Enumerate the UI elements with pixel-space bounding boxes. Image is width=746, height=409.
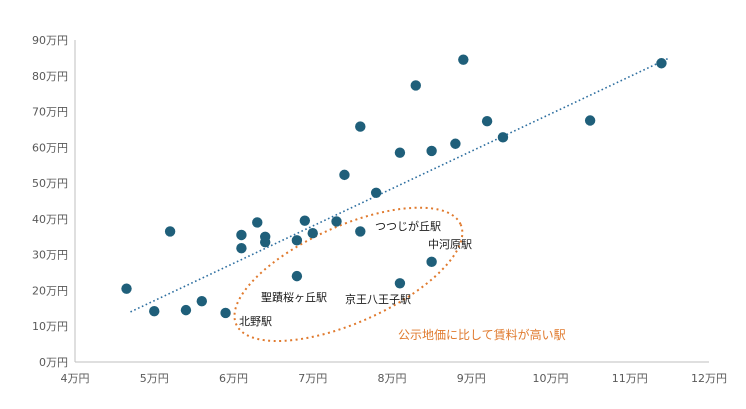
data-point <box>355 226 366 237</box>
x-tick-label: 4万円 <box>61 372 90 385</box>
y-tick-label: 50万円 <box>32 177 68 190</box>
y-tick-label: 40万円 <box>32 213 68 226</box>
data-point <box>291 235 303 246</box>
chart-axes <box>74 40 709 363</box>
data-point <box>394 147 406 158</box>
data-point <box>121 283 132 294</box>
data-point <box>370 187 382 198</box>
data-point <box>410 80 421 91</box>
y-tick-label: 90万円 <box>32 34 68 47</box>
data-point <box>196 295 207 307</box>
data-point <box>291 270 303 282</box>
annotation-tsutsujigaoka: つつじが丘駅 <box>375 219 441 233</box>
x-tick-label: 6万円 <box>219 372 248 385</box>
y-tick-label: 80万円 <box>32 70 68 83</box>
y-tick-label: 0万円 <box>39 356 68 369</box>
data-point <box>426 256 437 268</box>
x-tick-label: 9万円 <box>457 372 486 385</box>
y-tick-label: 10万円 <box>32 320 68 333</box>
highlight-note: 公示地価に比して賃料が高い駅 <box>398 327 566 342</box>
data-point <box>426 145 437 157</box>
data-point <box>481 116 493 127</box>
x-tick-label: 5万円 <box>140 372 169 385</box>
data-points <box>121 54 667 319</box>
data-point <box>331 216 342 227</box>
data-point <box>236 243 247 254</box>
data-point <box>450 138 461 149</box>
data-point <box>458 54 469 65</box>
data-point <box>260 236 271 248</box>
data-point <box>236 229 247 241</box>
annotation-keio-hachioji: 京王八王子駅 <box>345 292 411 306</box>
annotation-seiseki-sakuragaoka: 聖蹟桜ヶ丘駅 <box>261 290 327 304</box>
highlight-ellipse <box>233 206 464 343</box>
data-point <box>656 58 667 69</box>
data-point <box>299 215 311 226</box>
y-tick-label: 30万円 <box>32 249 68 262</box>
trendline <box>130 57 670 313</box>
data-point <box>355 121 366 132</box>
y-tick-label: 60万円 <box>32 141 68 154</box>
x-tick-labels: 4万円 5万円 6万円 7万円 8万円 9万円 10万円 11万円 12万円 <box>61 372 728 385</box>
annotation-nakagawara: 中河原駅 <box>428 238 472 251</box>
data-point <box>180 304 192 316</box>
data-point <box>164 226 176 237</box>
y-tick-labels: 0万円 10万円 20万円 30万円 40万円 50万円 60万円 70万円 80万円 90万円 <box>32 34 68 369</box>
data-point <box>149 305 160 317</box>
data-point <box>307 228 318 239</box>
data-point <box>394 278 406 289</box>
y-tick-label: 70万円 <box>32 106 68 119</box>
data-point <box>584 115 596 126</box>
x-tick-label: 10万円 <box>533 372 569 385</box>
x-tick-label: 11万円 <box>612 372 648 385</box>
y-tick-label: 20万円 <box>32 284 68 297</box>
data-point <box>252 217 263 228</box>
data-point <box>497 132 509 143</box>
data-point <box>339 169 350 181</box>
annotation-kitano: 北野駅 <box>239 315 272 328</box>
x-tick-label: 7万円 <box>298 372 327 385</box>
station-annotations: つつじが丘駅 中河原駅 京王八王子駅 聖蹟桜ヶ丘駅 北野駅 <box>239 219 472 328</box>
x-tick-label: 12万円 <box>691 372 727 385</box>
data-point <box>220 307 231 319</box>
x-tick-label: 8万円 <box>378 372 407 385</box>
